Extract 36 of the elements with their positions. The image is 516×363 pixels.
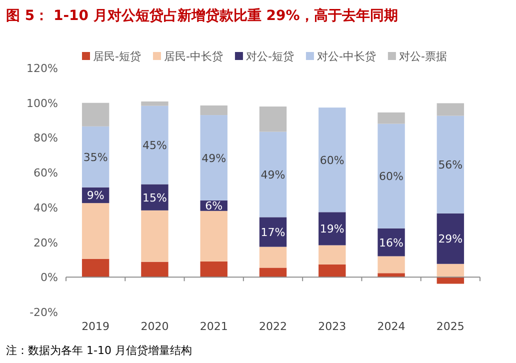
x-tick-label: 2020 <box>140 320 169 333</box>
y-tick-label: 0% <box>40 271 58 284</box>
data-label: 60% <box>320 154 344 167</box>
x-tick-label: 2021 <box>200 320 228 333</box>
data-label: 56% <box>438 158 463 172</box>
text: 注：数据为各年 1-10 月信贷增量结构 <box>6 344 192 357</box>
y-tick-label: -20% <box>30 306 58 319</box>
legend-label: 居民-中长贷 <box>164 50 223 63</box>
data-label: 6% <box>205 200 223 213</box>
y-tick-label: 20% <box>34 236 58 250</box>
legend-label: 居民-短贷 <box>93 50 141 63</box>
data-label: 49% <box>202 152 226 165</box>
data-label: 60% <box>379 170 404 184</box>
y-tick-label: 80% <box>34 132 58 145</box>
data-label: 49% <box>260 168 286 182</box>
x-tick-label: 2024 <box>377 320 406 333</box>
data-label: 17% <box>260 226 286 240</box>
legend-label: 对公-中长贷 <box>316 50 376 63</box>
x-tick-label: 2022 <box>259 320 287 333</box>
data-label: 16% <box>379 236 404 250</box>
data-label: 15% <box>142 191 167 204</box>
data-label: 29% <box>438 232 463 246</box>
legend-label: 对公-短贷 <box>246 50 294 63</box>
legend-label: 对公-票据 <box>398 50 447 63</box>
x-tick-label: 2019 <box>82 320 110 333</box>
data-label: 19% <box>320 222 344 236</box>
y-tick-label: 120% <box>26 62 58 75</box>
y-tick-label: 100% <box>26 96 58 110</box>
data-label: 35% <box>83 150 108 164</box>
y-tick-label: 40% <box>34 201 58 214</box>
x-tick-label: 2025 <box>436 320 464 333</box>
data-label: 45% <box>142 139 167 152</box>
data-label: 9% <box>86 189 104 202</box>
y-tick-label: 60% <box>34 166 58 180</box>
x-tick-label: 2023 <box>318 320 346 333</box>
chart-title: 图 5： 1-10 月对公短贷占新增贷款比重 29%，高于去年同期 <box>6 7 398 24</box>
